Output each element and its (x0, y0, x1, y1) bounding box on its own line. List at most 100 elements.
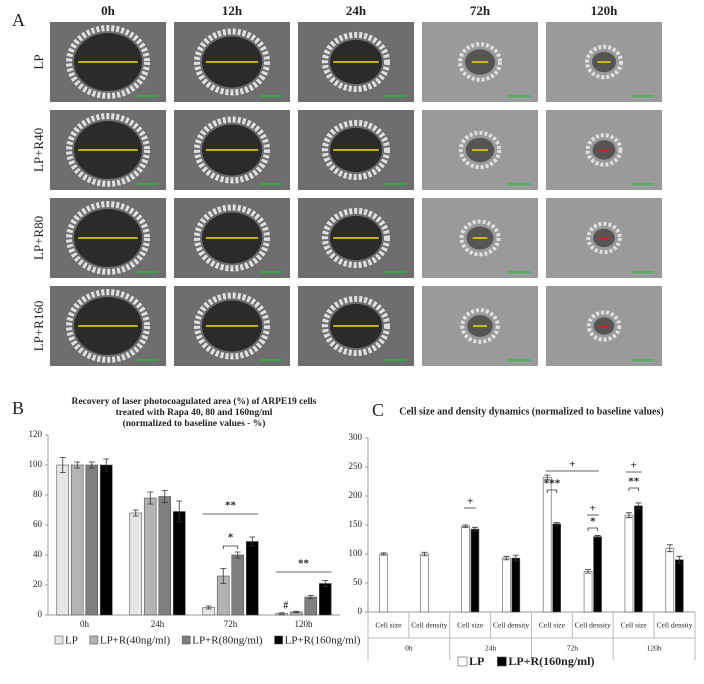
bar (245, 541, 259, 616)
error-bar (322, 580, 329, 587)
y-tick-label: 250 (349, 461, 363, 471)
wound-ring (458, 130, 502, 170)
x-tick-label: Cell density (575, 621, 611, 630)
bar (85, 464, 99, 616)
bar (665, 547, 675, 613)
x-tick-label: 120h (295, 619, 314, 629)
column-label: 120h (591, 3, 619, 18)
x-tick-label: Cell density (657, 621, 693, 630)
wound-ring (586, 310, 622, 342)
x-tick-label: Cell size (375, 621, 402, 630)
x-tick-label: Cell density (493, 621, 529, 630)
error-bar (161, 490, 168, 503)
annotation: + (467, 496, 473, 508)
annotation: ** (628, 476, 640, 488)
error-bar (462, 524, 469, 528)
annotation: *** (544, 478, 561, 490)
bar (593, 536, 602, 613)
x-tick-label: 24h (151, 619, 165, 629)
error-bar (293, 610, 300, 614)
error-bar (512, 554, 519, 562)
error-bar (234, 551, 241, 559)
wound-ring (322, 207, 390, 269)
panel-label: C (372, 400, 384, 420)
panel-label: A (12, 10, 25, 30)
column-label: 12h (222, 3, 243, 18)
bar (129, 512, 143, 616)
y-tick-label: 20 (33, 579, 43, 589)
y-tick-label: 300 (349, 432, 363, 442)
bar (158, 496, 172, 616)
bar (143, 497, 157, 616)
error-bar (59, 457, 66, 473)
row-label: LP+R160 (31, 301, 46, 352)
bar (502, 557, 511, 613)
error-bar (307, 595, 314, 599)
legend-label: LP+R(160ng/ml) (285, 635, 361, 647)
wound-ring (458, 42, 502, 82)
wound-ring (194, 292, 270, 360)
error-bar (635, 502, 642, 510)
y-tick-label: 80 (33, 489, 43, 499)
legend-label: LP (65, 635, 78, 647)
chart-title: Cell size and density dynamics (normaliz… (399, 406, 663, 417)
wound-ring (66, 113, 150, 187)
group-label: 0h (405, 644, 413, 653)
annotation: + (631, 460, 637, 472)
error-bar (544, 474, 551, 481)
y-tick-label: 100 (349, 548, 363, 558)
row-label: LP+R40 (31, 128, 46, 172)
x-tick-label: Cell size (457, 621, 484, 630)
wound-ring (66, 289, 150, 363)
wound-ring (586, 221, 622, 255)
sig-bracket (628, 487, 639, 491)
legend-label: LP+R(80ng/ml) (192, 635, 263, 647)
y-tick-label: 0 (38, 609, 43, 619)
y-tick-label: 150 (349, 519, 363, 529)
error-bar (676, 555, 683, 564)
error-bar (205, 605, 212, 610)
bar (70, 464, 84, 616)
group-label: 24h (485, 644, 497, 653)
y-tick-label: 100 (29, 459, 43, 469)
y-tick-label: 200 (349, 490, 363, 500)
bar (470, 528, 480, 613)
bar (420, 553, 429, 613)
annotation: ** (225, 500, 237, 512)
y-tick-label: 60 (33, 519, 43, 529)
legend-label: LP (469, 654, 484, 668)
error-bar (421, 551, 428, 557)
panel-label: B (12, 398, 24, 418)
bar (318, 583, 332, 616)
column-label: 0h (101, 3, 116, 18)
bar (231, 554, 245, 616)
y-tick-label: 40 (33, 549, 43, 559)
wound-ring (460, 308, 500, 344)
legend-label: LP+R(40ng/ml) (100, 635, 171, 647)
bar (634, 505, 643, 613)
chart-title: (normalized to baseline values - %) (123, 418, 266, 429)
bar (304, 596, 318, 616)
wound-ring (459, 219, 501, 257)
y-tick-label: 120 (29, 429, 43, 439)
annotation: * (590, 516, 596, 528)
error-bar (74, 461, 81, 469)
wound-ring (322, 295, 390, 357)
error-bar (278, 612, 285, 615)
error-bar (88, 461, 95, 469)
legend-swatch (457, 656, 468, 667)
error-bar (625, 512, 632, 518)
bar (56, 464, 70, 616)
error-bar (503, 555, 510, 561)
legend-swatch (497, 656, 507, 667)
wound-ring (194, 28, 270, 96)
column-label: 72h (470, 3, 491, 18)
error-bar (471, 526, 478, 532)
legend-swatch (89, 635, 99, 645)
wound-ring (194, 204, 270, 272)
wound-ring (585, 133, 623, 167)
bar (552, 523, 561, 613)
bar (675, 559, 684, 613)
bar (583, 571, 593, 613)
